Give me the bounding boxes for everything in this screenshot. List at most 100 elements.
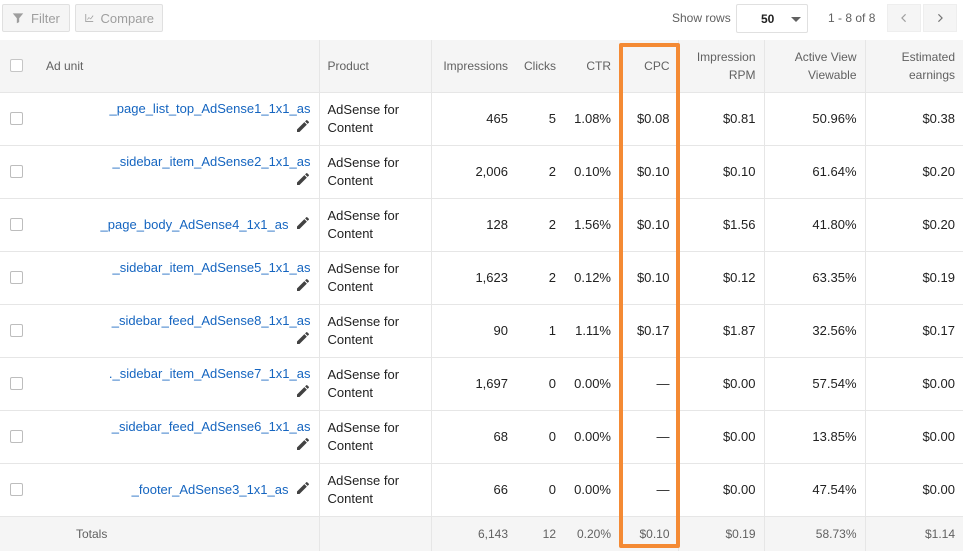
row-checkbox[interactable]	[10, 430, 23, 443]
table-row: ._sidebar_item_AdSense7_1x1_as AdSense fo…	[0, 357, 963, 411]
earnings-cell: $0.00	[864, 410, 963, 464]
pencil-icon[interactable]	[295, 277, 311, 296]
ctr-cell: 0.00%	[564, 410, 619, 464]
select-all-cell	[0, 40, 30, 93]
rpm-cell: $0.10	[677, 145, 764, 199]
row-checkbox[interactable]	[10, 271, 23, 284]
earnings-cell: $0.20	[864, 198, 963, 252]
earnings-cell: $0.38	[864, 92, 963, 146]
totals-cpc: $0.10	[619, 516, 678, 551]
table-row: _page_list_top_AdSense1_1x1_as AdSense fo…	[0, 92, 963, 146]
filter-button[interactable]: Filter	[2, 4, 70, 32]
viewable-cell: 32.56%	[763, 304, 865, 358]
row-checkbox-cell	[0, 357, 30, 411]
product-line-2: Content	[327, 384, 374, 400]
header-cpc[interactable]: CPC	[619, 40, 678, 93]
rpm-cell: $0.81	[677, 92, 764, 146]
rpm-cell: $1.56	[677, 198, 764, 252]
prev-page-button[interactable]	[887, 4, 921, 32]
next-page-button[interactable]	[923, 4, 957, 32]
totals-ctr: 0.20%	[564, 516, 619, 551]
ad-unit-link[interactable]: _page_body_AdSense4_1x1_as	[100, 217, 289, 232]
clicks-cell: 0	[516, 463, 564, 517]
ctr-cell: 1.56%	[564, 198, 619, 252]
ad-unit-link[interactable]: ._sidebar_item_AdSense7_1x1_as	[108, 365, 311, 381]
viewable-cell: 61.64%	[763, 145, 865, 199]
earnings-cell: $0.20	[864, 145, 963, 199]
chevron-down-icon	[791, 17, 801, 22]
rows-per-page-select[interactable]: 50	[736, 4, 808, 33]
pencil-icon[interactable]	[295, 171, 311, 190]
page-info: 1 - 8 of 8	[828, 11, 876, 25]
totals-rpm: $0.19	[677, 516, 764, 551]
ad-unit-link[interactable]: _sidebar_feed_AdSense8_1x1_as	[111, 312, 311, 328]
ctr-cell: 0.10%	[564, 145, 619, 199]
row-checkbox[interactable]	[10, 112, 23, 125]
clicks-cell: 0	[516, 357, 564, 411]
ad-unit-link[interactable]: _footer_AdSense3_1x1_as	[131, 482, 289, 497]
pencil-icon[interactable]	[295, 480, 311, 499]
ad-unit-cell: _sidebar_feed_AdSense6_1x1_as	[30, 410, 319, 464]
row-checkbox[interactable]	[10, 165, 23, 178]
product-cell: AdSense for Content	[318, 198, 431, 252]
product-line-2: Content	[327, 278, 374, 294]
header-active-view-viewable[interactable]: Active View Viewable	[763, 40, 865, 93]
ctr-cell: 0.00%	[564, 357, 619, 411]
product-line-2: Content	[327, 331, 374, 347]
clicks-cell: 2	[516, 145, 564, 199]
pencil-icon[interactable]	[295, 436, 311, 455]
clicks-cell: 1	[516, 304, 564, 358]
product-line-1: AdSense for	[327, 101, 400, 117]
row-checkbox-cell	[0, 251, 30, 305]
rpm-cell: $1.87	[677, 304, 764, 358]
product-line-2: Content	[327, 490, 374, 506]
cpc-cell: $0.10	[619, 145, 678, 199]
product-line-1: AdSense for	[327, 260, 400, 276]
product-cell: AdSense for Content	[318, 92, 431, 146]
viewable-cell: 57.54%	[763, 357, 865, 411]
cpc-cell: —	[619, 357, 678, 411]
select-all-checkbox[interactable]	[10, 59, 23, 73]
cpc-cell: $0.10	[619, 251, 678, 305]
header-impression-rpm[interactable]: Impression RPM	[677, 40, 764, 93]
ad-unit-link[interactable]: _sidebar_feed_AdSense6_1x1_as	[111, 418, 311, 434]
row-checkbox[interactable]	[10, 377, 23, 390]
row-checkbox[interactable]	[10, 218, 23, 231]
table-body: _page_list_top_AdSense1_1x1_as AdSense fo…	[0, 92, 963, 517]
totals-row: Totals 6,143 12 0.20% $0.10 $0.19 58.73%…	[0, 516, 963, 551]
compare-button[interactable]: Compare	[75, 4, 163, 32]
pencil-icon[interactable]	[295, 383, 311, 402]
ad-unit-cell: _page_body_AdSense4_1x1_as	[30, 198, 319, 252]
toolbar: Filter Compare Show rows 50 1 - 8 of 8	[0, 0, 963, 40]
earnings-cell: $0.00	[864, 463, 963, 517]
pencil-icon[interactable]	[295, 215, 311, 234]
rpm-cell: $0.00	[677, 463, 764, 517]
table-row: _footer_AdSense3_1x1_as AdSense for Conten…	[0, 463, 963, 517]
pencil-icon[interactable]	[295, 118, 311, 137]
impressions-cell: 1,697	[430, 357, 516, 411]
ad-unit-link[interactable]: _page_list_top_AdSense1_1x1_as	[109, 100, 311, 116]
header-ctr[interactable]: CTR	[564, 40, 619, 93]
pencil-icon[interactable]	[295, 330, 311, 349]
header-clicks[interactable]: Clicks	[516, 40, 564, 93]
table-row: _sidebar_feed_AdSense6_1x1_as AdSense for…	[0, 410, 963, 464]
header-impressions[interactable]: Impressions	[430, 40, 516, 93]
ad-unit-link[interactable]: _sidebar_item_AdSense2_1x1_as	[112, 153, 311, 169]
product-cell: AdSense for Content	[318, 357, 431, 411]
totals-clicks: 12	[516, 516, 564, 551]
row-checkbox[interactable]	[10, 483, 23, 496]
ad-unit-cell: _sidebar_feed_AdSense8_1x1_as	[30, 304, 319, 358]
totals-viewable: 58.73%	[763, 516, 865, 551]
header-product[interactable]: Product	[318, 40, 431, 93]
product-line-1: AdSense for	[327, 207, 400, 223]
row-checkbox-cell	[0, 145, 30, 199]
header-ad-unit[interactable]: Ad unit	[30, 40, 319, 93]
product-line-2: Content	[327, 119, 374, 135]
header-estimated-earnings[interactable]: Estimated earnings	[864, 40, 963, 93]
product-cell: AdSense for Content	[318, 145, 431, 199]
row-checkbox[interactable]	[10, 324, 23, 337]
ad-unit-cell: _footer_AdSense3_1x1_as	[30, 463, 319, 517]
impressions-cell: 128	[430, 198, 516, 252]
totals-label: Totals	[30, 516, 319, 551]
ad-unit-link[interactable]: _sidebar_item_AdSense5_1x1_as	[112, 259, 311, 275]
